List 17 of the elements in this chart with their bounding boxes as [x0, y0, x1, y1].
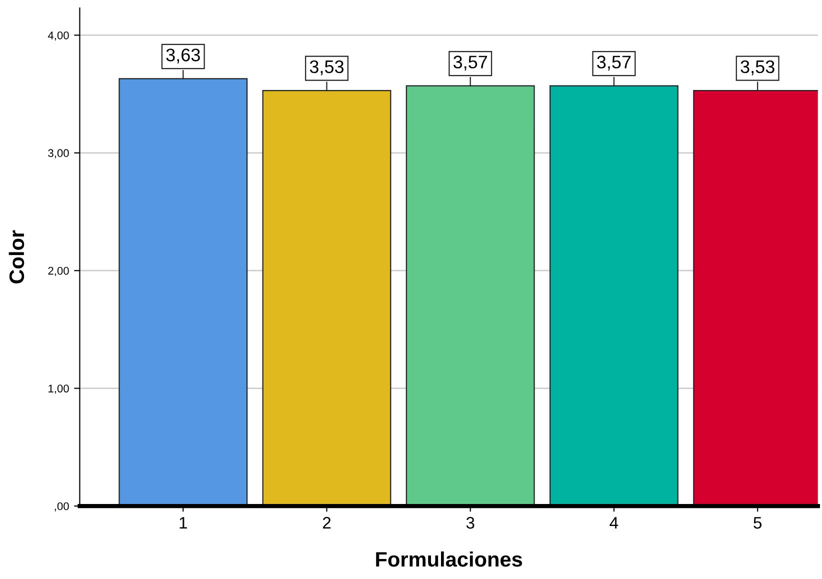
data-label: 3,57	[453, 56, 488, 71]
x-tick-label: 1	[180, 517, 187, 529]
x-axis-title: Formulaciones	[376, 551, 522, 567]
data-label: 3,53	[740, 60, 774, 76]
x-tick-label: 2	[322, 516, 331, 529]
x-tick-label: 4	[610, 517, 618, 529]
data-label: 3,63	[166, 48, 200, 64]
data-label: 3,53	[310, 60, 344, 76]
x-tick-label: 5	[754, 517, 762, 529]
y-tick-label: 3,00	[48, 149, 69, 158]
y-tick-label: ,00	[54, 502, 69, 512]
y-axis-title: Color	[8, 230, 24, 284]
data-label: 3,57	[597, 56, 631, 71]
y-tick-label: 2,00	[48, 266, 69, 276]
y-tick-label: 4,00	[48, 31, 69, 41]
x-tick-label: 3	[466, 516, 474, 529]
y-tick-label: 1,00	[48, 384, 69, 394]
